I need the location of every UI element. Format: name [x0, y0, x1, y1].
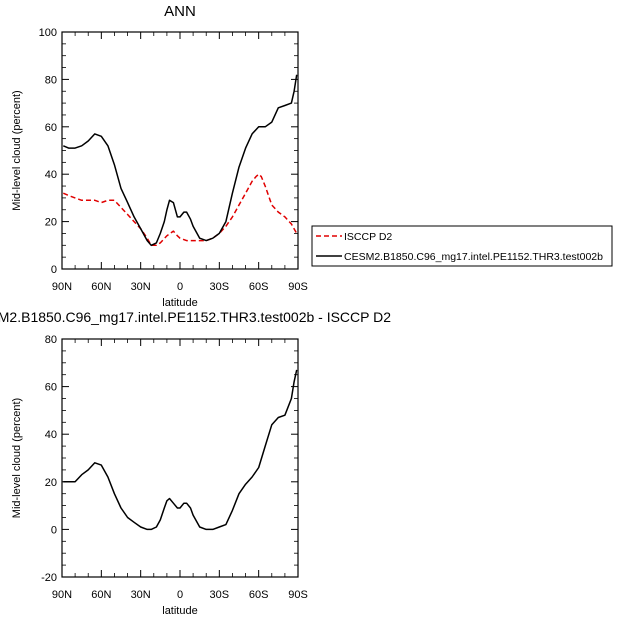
bottom-xtick-label: 90S — [288, 589, 308, 601]
legend-box — [311, 225, 613, 267]
top-ytick-label: 60 — [45, 122, 57, 134]
top-xtick-label: 30N — [131, 281, 151, 293]
bottom-xtick-label: 60N — [91, 589, 111, 601]
chart-title: ANN — [164, 3, 196, 20]
top-x-axis-label: latitude — [162, 297, 197, 309]
bottom-xtick-label: 30S — [210, 589, 230, 601]
top-xtick-label: 90N — [52, 281, 72, 293]
top-ytick-label: 100 — [39, 27, 57, 39]
bottom-ytick-label: 60 — [45, 382, 57, 394]
top-plot-frame — [61, 31, 299, 270]
bottom-ytick-label: 80 — [45, 334, 57, 346]
chart-title-difference: CESM2.B1850.C96_mg17.intel.PE1152.THR3.t… — [0, 309, 391, 325]
bottom-xtick-label: 90N — [52, 589, 72, 601]
bottom-ytick-label: -20 — [41, 572, 57, 584]
top-y-axis-label: Mid-level cloud (percent) — [11, 90, 23, 210]
bottom-xtick-label: 60S — [249, 589, 269, 601]
top-ytick-label: 80 — [45, 74, 57, 86]
top-xtick-label: 0 — [177, 281, 183, 293]
bottom-ytick-label: 40 — [45, 429, 57, 441]
bottom-ytick-label: 0 — [51, 524, 57, 536]
top-xtick-label: 60S — [249, 281, 269, 293]
bottom-xtick-label: 30N — [131, 589, 151, 601]
top-series-line-1 — [63, 74, 298, 247]
bottom-plot-frame — [61, 338, 299, 578]
top-xtick-label: 30S — [210, 281, 230, 293]
bottom-xtick-label: 0 — [177, 589, 183, 601]
top-xtick-label: 90S — [288, 281, 308, 293]
bottom-ytick-label: 20 — [45, 477, 57, 489]
top-ytick-label: 0 — [51, 264, 57, 276]
top-ytick-label: 20 — [45, 217, 57, 229]
legend-label-1: CESM2.B1850.C96_mg17.intel.PE1152.THR3.t… — [344, 251, 603, 263]
legend-label-0: ISCCP D2 — [344, 231, 392, 243]
bottom-y-axis-label: Mid-level cloud (percent) — [11, 398, 23, 518]
bottom-series-line-0 — [63, 369, 298, 531]
top-series-line-0 — [63, 173, 298, 247]
bottom-x-axis-label: latitude — [162, 605, 197, 617]
top-xtick-label: 60N — [91, 281, 111, 293]
top-ytick-label: 40 — [45, 169, 57, 181]
